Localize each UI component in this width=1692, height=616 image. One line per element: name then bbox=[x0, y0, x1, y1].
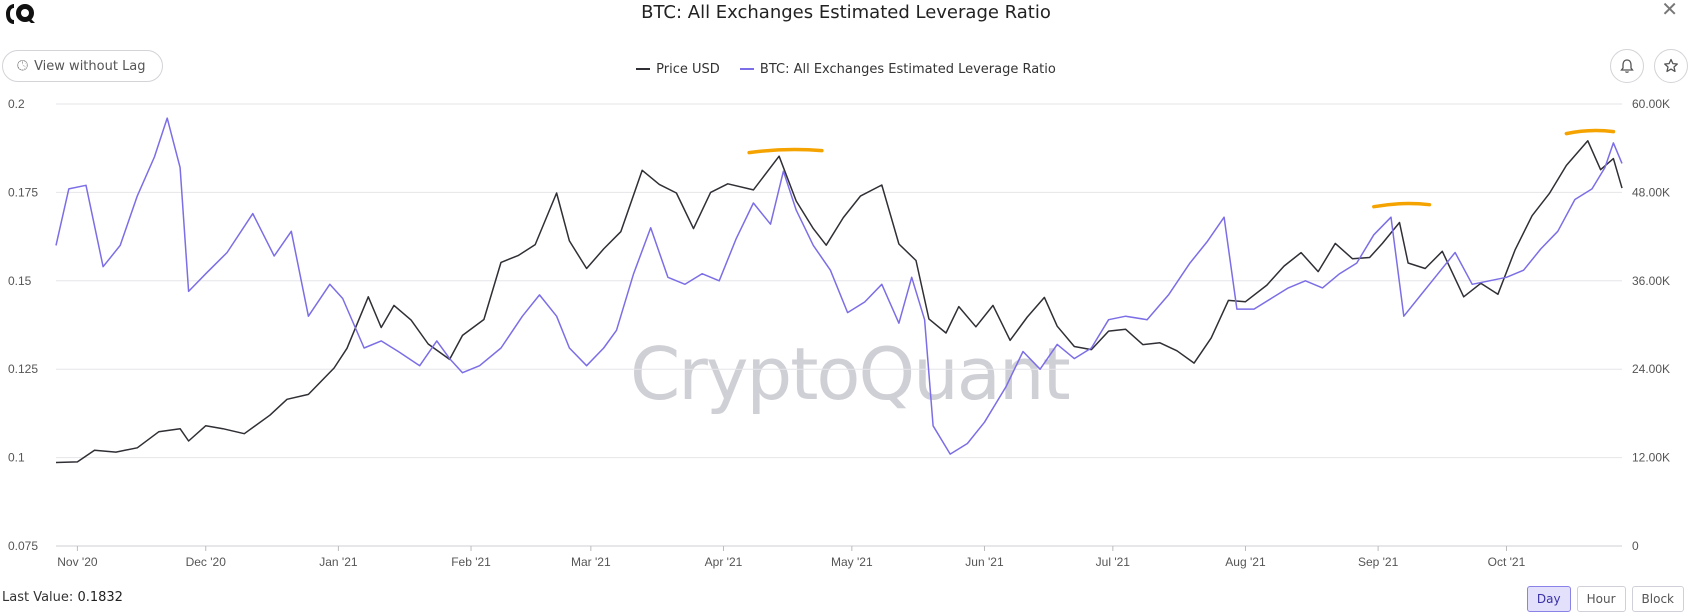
view-without-lag-label: View without Lag bbox=[34, 58, 146, 74]
highlight-annotation bbox=[1372, 201, 1432, 209]
y-left-tick-label: 0.1 bbox=[8, 451, 25, 465]
x-tick-label: Jun '21 bbox=[965, 555, 1004, 569]
y-left-tick-label: 0.15 bbox=[8, 274, 32, 288]
highlight-annotation bbox=[747, 147, 824, 155]
legend-item-leverage[interactable]: BTC: All Exchanges Estimated Leverage Ra… bbox=[739, 61, 1056, 77]
y-right-tick-label: 48.00K bbox=[1632, 185, 1670, 199]
range-hour-button[interactable]: Hour bbox=[1576, 586, 1626, 612]
x-tick-label: Feb '21 bbox=[451, 555, 491, 569]
watermark-text: CryptoQuant bbox=[630, 332, 1070, 416]
x-tick-label: Sep '21 bbox=[1358, 555, 1399, 569]
x-tick-label: Nov '20 bbox=[57, 555, 98, 569]
y-left-tick-label: 0.075 bbox=[8, 539, 38, 553]
y-left-tick-label: 0.125 bbox=[8, 362, 38, 376]
legend-swatch-price bbox=[636, 68, 651, 70]
x-tick-label: May '21 bbox=[831, 555, 873, 569]
leverage-ratio-chart[interactable]: CryptoQuant 0.075 0.1 0.125 0.15 0.175 0.2 0 1… bbox=[0, 0, 1692, 580]
y-right-tick-label: 24.00K bbox=[1632, 362, 1670, 376]
legend-label-price: Price USD bbox=[656, 61, 720, 77]
y-left-tick-label: 0.2 bbox=[8, 97, 25, 111]
y-right-tick-label: 12.00K bbox=[1632, 451, 1670, 465]
star-icon bbox=[1664, 58, 1678, 73]
legend-item-price[interactable]: Price USD bbox=[636, 62, 720, 77]
series-line-price-usd[interactable] bbox=[55, 140, 1623, 464]
favorite-button[interactable] bbox=[1654, 49, 1688, 83]
x-tick-label: Jan '21 bbox=[319, 555, 358, 569]
legend-swatch-leverage bbox=[739, 68, 754, 70]
x-tick-label: Apr '21 bbox=[705, 555, 743, 569]
alert-button[interactable] bbox=[1610, 49, 1644, 83]
highlight-annotation bbox=[1564, 128, 1616, 136]
range-day-button[interactable]: Day bbox=[1526, 586, 1571, 612]
page-title: BTC: All Exchanges Estimated Leverage Ra… bbox=[641, 2, 1051, 23]
close-icon[interactable]: ✕ bbox=[1661, 0, 1678, 21]
chart-legend: Price USD BTC: All Exchanges Estimated L… bbox=[0, 59, 1692, 77]
legend-label-leverage: BTC: All Exchanges Estimated Leverage Ra… bbox=[759, 61, 1056, 77]
last-value: Last Value: 0.1832 bbox=[2, 590, 123, 605]
cryptoquant-logo-icon bbox=[6, 4, 35, 24]
last-value-number: 0.1832 bbox=[77, 590, 123, 605]
view-without-lag-button[interactable]: 🕓︎ View without Lag bbox=[2, 50, 163, 82]
bell-icon bbox=[1620, 59, 1634, 73]
x-tick-label: Oct '21 bbox=[1488, 555, 1526, 569]
y-left-tick-label: 0.175 bbox=[8, 185, 38, 199]
resolution-toggle: Day Hour Block bbox=[1526, 586, 1684, 612]
clock-icon: 🕓︎ bbox=[17, 58, 29, 74]
x-tick-label: Mar '21 bbox=[571, 555, 611, 569]
x-tick-label: Dec '20 bbox=[186, 555, 227, 569]
y-right-tick-label: 0 bbox=[1632, 539, 1639, 553]
x-tick-label: Aug '21 bbox=[1225, 555, 1266, 569]
series-line-leverage-ratio[interactable] bbox=[55, 117, 1623, 455]
last-value-label: Last Value: bbox=[2, 590, 74, 605]
x-tick-label: Jul '21 bbox=[1096, 555, 1131, 569]
y-right-tick-label: 60.00K bbox=[1632, 97, 1670, 111]
range-block-button[interactable]: Block bbox=[1631, 586, 1684, 612]
y-right-tick-label: 36.00K bbox=[1632, 274, 1670, 288]
